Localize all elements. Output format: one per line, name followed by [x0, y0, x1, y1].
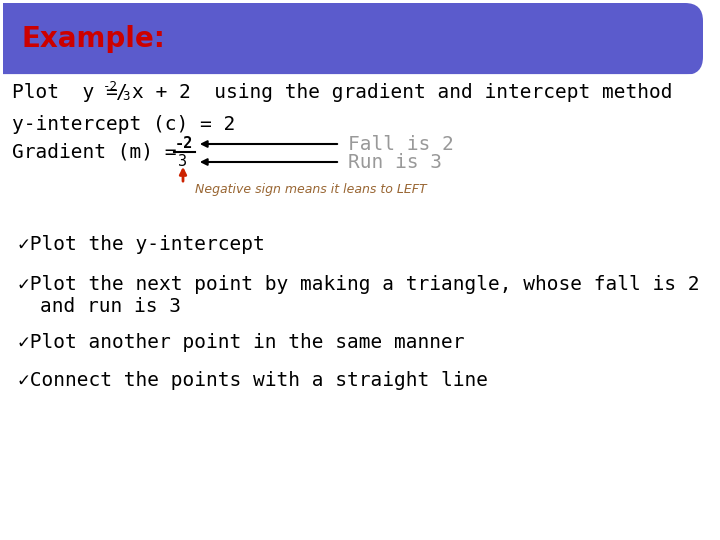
Bar: [3, 3, 33, 75]
FancyBboxPatch shape: [3, 3, 703, 75]
Text: -2: -2: [175, 137, 193, 152]
Text: Fall is 2: Fall is 2: [348, 134, 454, 153]
Text: /: /: [115, 83, 127, 102]
Text: Plot  y =: Plot y =: [12, 83, 130, 102]
Text: ✓Plot the y-intercept: ✓Plot the y-intercept: [18, 235, 265, 254]
Text: y-intercept (c) = 2: y-intercept (c) = 2: [12, 116, 235, 134]
Text: 3: 3: [122, 91, 130, 104]
Text: Gradient (m) =: Gradient (m) =: [12, 143, 188, 161]
Text: -2: -2: [103, 80, 118, 93]
Text: 3: 3: [178, 154, 187, 170]
Text: x + 2  using the gradient and intercept method: x + 2 using the gradient and intercept m…: [132, 83, 672, 102]
Text: and run is 3: and run is 3: [40, 298, 181, 316]
Text: ✓Plot another point in the same manner: ✓Plot another point in the same manner: [18, 333, 464, 352]
Text: ✓Plot the next point by making a triangle, whose fall is 2: ✓Plot the next point by making a triangl…: [18, 275, 700, 294]
Text: Run is 3: Run is 3: [348, 152, 442, 172]
Text: Negative sign means it leans to LEFT: Negative sign means it leans to LEFT: [195, 184, 427, 197]
Text: Example:: Example:: [22, 25, 166, 53]
Text: ✓Connect the points with a straight line: ✓Connect the points with a straight line: [18, 370, 488, 389]
